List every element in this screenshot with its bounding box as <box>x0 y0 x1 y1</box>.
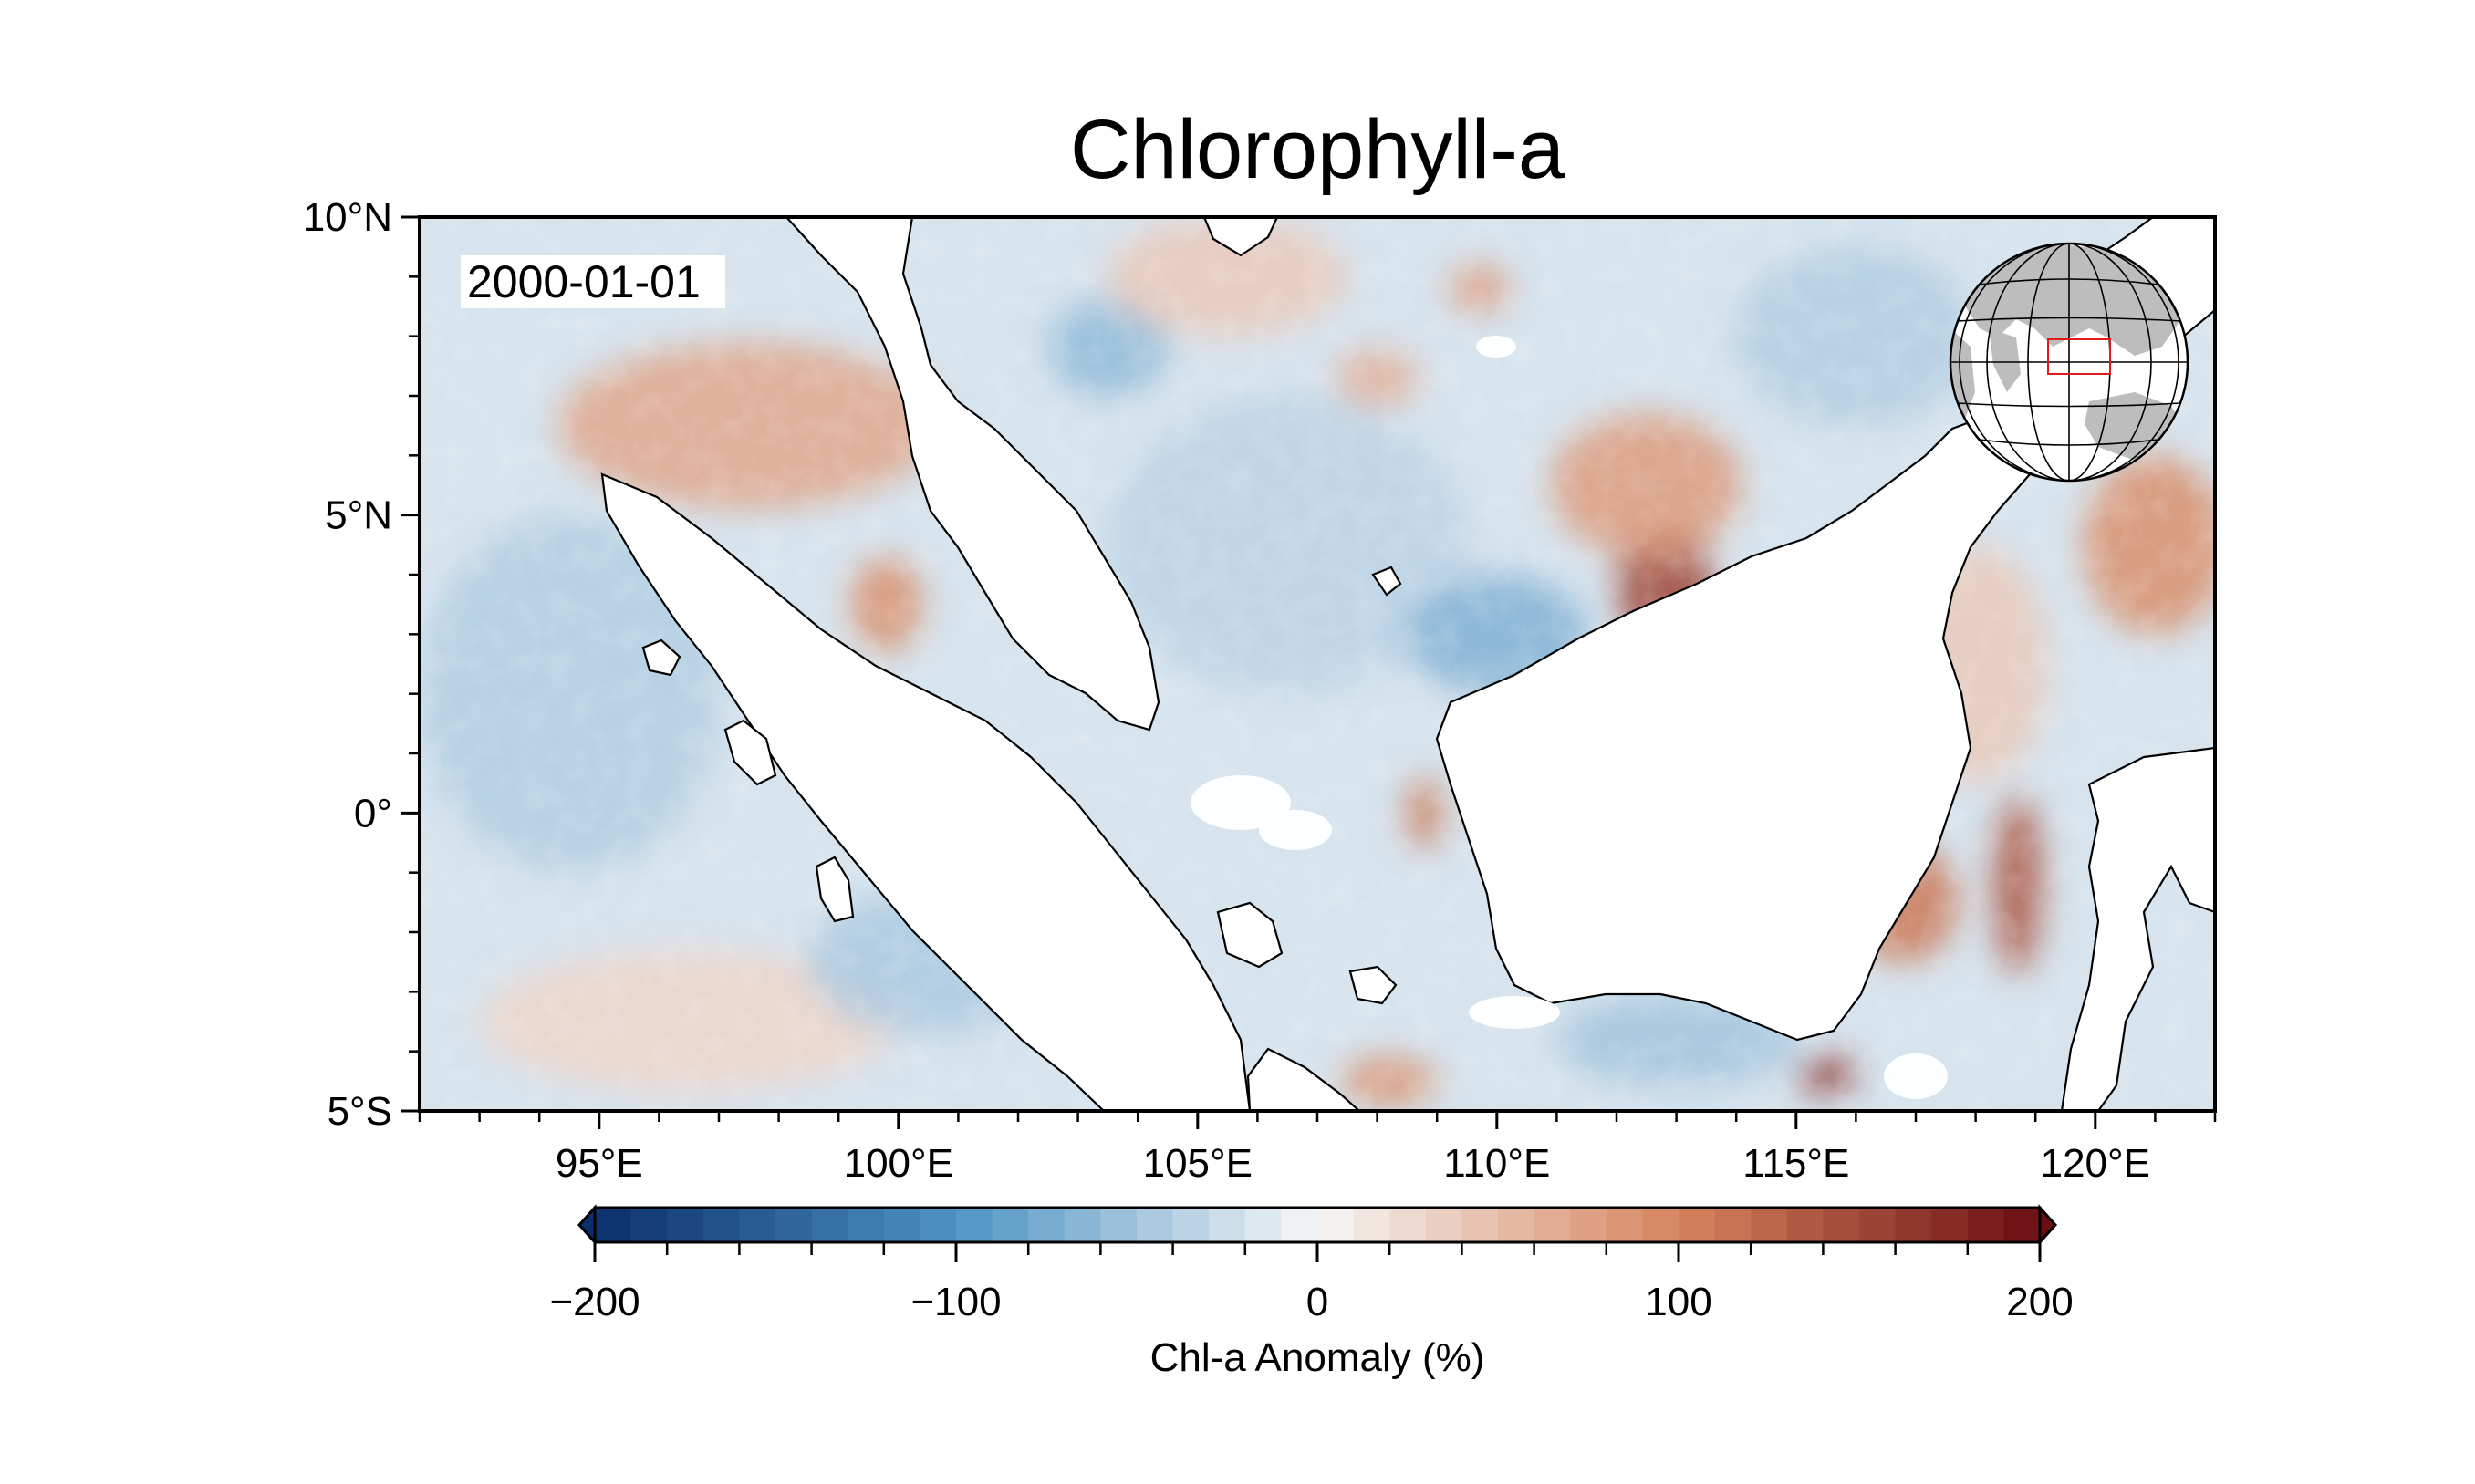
latitude-axis: 10°N 5°N 0° 5°S <box>303 195 420 1134</box>
land-masses <box>600 217 2215 1111</box>
colorbar-cell <box>1714 1208 1752 1242</box>
colorbar-cell <box>883 1208 920 1242</box>
colorbar-cell <box>1498 1208 1535 1242</box>
land-bangka <box>1216 901 1284 969</box>
missing-data-areas <box>1191 336 1948 1099</box>
colorbar-cell <box>1895 1208 1932 1242</box>
colorbar-cell <box>1751 1208 1788 1242</box>
colorbar-tick-label: 200 <box>2006 1280 2073 1324</box>
colorbar-cell <box>739 1208 776 1242</box>
colorbar-cell <box>1679 1208 1716 1242</box>
colorbar-cell <box>1172 1208 1210 1242</box>
inset-globe <box>1949 242 2189 483</box>
colorbar-cell <box>1064 1208 1101 1242</box>
colorbar-tick-label: 100 <box>1645 1280 1711 1324</box>
colorbar-cell <box>1137 1208 1174 1242</box>
land-simeulue <box>641 638 681 677</box>
colorbar-cell <box>1461 1208 1499 1242</box>
colorbar-tick-label: −200 <box>549 1280 640 1324</box>
lat-tick-label: 5°N <box>325 493 392 538</box>
colorbar-cell <box>775 1208 813 1242</box>
colorbar-cell <box>1967 1208 2004 1242</box>
land-sumatra <box>600 472 1252 1111</box>
land-borneo <box>1435 413 2032 1042</box>
colorbar-min-extend <box>577 1204 597 1246</box>
colorbar-cell <box>1209 1208 1246 1242</box>
globe-land-asia <box>1952 244 2188 356</box>
colorbar-cell <box>595 1208 632 1242</box>
lat-tick-label: 10°N <box>303 195 392 240</box>
colorbar-label: Chl-a Anomaly (%) <box>1150 1335 1485 1380</box>
colorbar-cell <box>1100 1208 1138 1242</box>
chart-title: Chlorophyll-a <box>1070 103 1565 196</box>
land-siberut <box>815 856 855 923</box>
date-label: 2000-01-01 <box>467 256 701 307</box>
colorbar-cell <box>1606 1208 1643 1242</box>
colorbar-cell <box>1389 1208 1427 1242</box>
colorbar-cell <box>1353 1208 1390 1242</box>
lon-tick-label: 115°E <box>1742 1141 1849 1186</box>
colorbar-cell <box>992 1208 1029 1242</box>
map-panel: 95°E 100°E 105°E 110°E 115°E 120°E 10°N 5°N 0° 5… <box>303 195 2217 1186</box>
lon-tick-label: 105°E <box>1143 1141 1253 1186</box>
colorbar-cell <box>1281 1208 1318 1242</box>
land-sulawesi <box>2060 746 2215 1111</box>
land-gulf-islands <box>1202 217 1279 257</box>
colorbar-cell <box>1823 1208 1860 1242</box>
colorbar-cell <box>1425 1208 1462 1242</box>
colorbar-max-extend <box>2038 1204 2058 1246</box>
colorbar-cell <box>1534 1208 1571 1242</box>
lat-tick-label: 5°S <box>328 1089 392 1134</box>
colorbar-cell <box>1244 1208 1282 1242</box>
land-malay-peninsula <box>785 217 1160 732</box>
lon-tick-label: 100°E <box>844 1141 953 1186</box>
land-natuna <box>1371 566 1402 597</box>
colorbar-cell <box>848 1208 885 1242</box>
colorbar-cell <box>920 1208 957 1242</box>
colorbar-cell <box>1931 1208 1969 1242</box>
colorbar-tick-label: −100 <box>910 1280 1001 1324</box>
colorbar-cell <box>1786 1208 1824 1242</box>
globe-region-box <box>2047 338 2111 375</box>
colorbar-cell <box>811 1208 848 1242</box>
colorbar-cells <box>595 1208 2041 1242</box>
anomaly-field <box>420 217 2215 1111</box>
colorbar-tick-label: 0 <box>1306 1280 1328 1324</box>
lon-tick-label: 110°E <box>1443 1141 1550 1186</box>
colorbar-cell <box>1859 1208 1897 1242</box>
colorbar-cell <box>1642 1208 1679 1242</box>
lat-tick-label: 0° <box>354 791 392 835</box>
colorbar-cell <box>667 1208 704 1242</box>
colorbar-cell <box>1570 1208 1607 1242</box>
globe-outline <box>1949 242 2189 483</box>
colorbar-cell <box>1028 1208 1066 1242</box>
colorbar-ticks: −200 −100 0 100 200 <box>549 1242 2074 1324</box>
land-belitung <box>1348 965 1398 1005</box>
colorbar: −200 −100 0 100 200 Chl-a Anomaly (%) <box>549 1204 2074 1380</box>
colorbar-cell <box>702 1208 740 1242</box>
colorbar-cell <box>956 1208 993 1242</box>
land-java <box>1246 1047 1361 1111</box>
date-label-box <box>461 255 725 308</box>
globe-land-india <box>1989 328 2021 392</box>
lon-tick-label: 95°E <box>556 1141 643 1186</box>
colorbar-cell <box>630 1208 668 1242</box>
longitude-axis: 95°E 100°E 105°E 110°E 115°E 120°E <box>418 1111 2217 1186</box>
land-nias <box>723 719 777 786</box>
colorbar-cell <box>1317 1208 1355 1242</box>
lon-tick-label: 120°E <box>2041 1141 2150 1186</box>
colorbar-cell <box>2003 1208 2041 1242</box>
